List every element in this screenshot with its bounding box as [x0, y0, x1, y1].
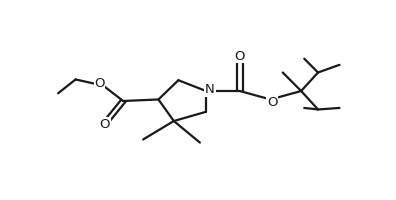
Text: N: N: [205, 83, 215, 96]
Text: O: O: [94, 77, 105, 90]
Text: O: O: [99, 118, 110, 131]
Text: O: O: [234, 50, 245, 63]
Text: O: O: [267, 96, 277, 109]
